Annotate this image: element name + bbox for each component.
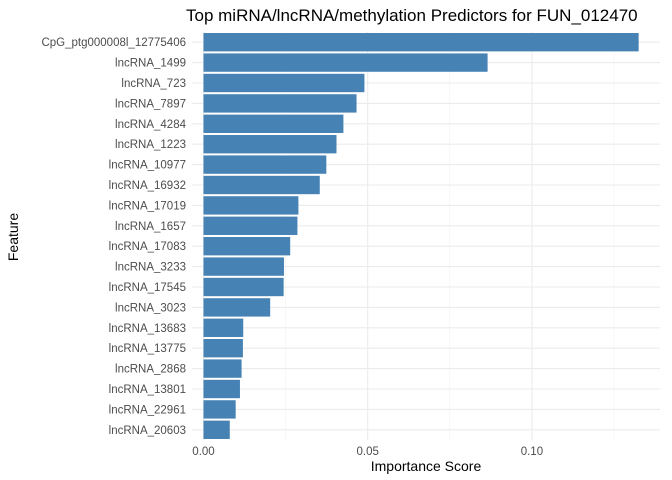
bar <box>203 53 488 72</box>
y-axis-title: Feature <box>5 213 21 261</box>
bar <box>203 298 271 317</box>
x-tick-label: 0.05 <box>357 446 379 458</box>
y-tick-label: lncRNA_3023 <box>115 302 186 314</box>
bar <box>203 318 244 337</box>
bar <box>203 400 236 419</box>
bar <box>203 196 299 215</box>
y-axis-tick-labels: CpG_ptg000008l_12775406 lncRNA_1499 lncRNA… <box>41 37 186 437</box>
x-axis-tick-labels: 0.00 0.05 0.10 <box>192 446 543 458</box>
bar <box>203 135 337 154</box>
bar <box>203 155 327 174</box>
bar <box>203 277 284 297</box>
x-tick-label: 0.00 <box>192 446 214 458</box>
bar <box>203 420 230 439</box>
bar <box>203 359 242 378</box>
bar <box>203 339 243 358</box>
bar <box>203 33 639 52</box>
y-tick-label: lncRNA_13801 <box>109 384 186 396</box>
chart-title: Top miRNA/lncRNA/methylation Predictors … <box>186 6 638 25</box>
bar <box>203 237 291 256</box>
y-tick-label: CpG_ptg000008l_12775406 <box>41 37 186 49</box>
y-tick-label: lncRNA_723 <box>121 78 186 90</box>
x-tick-label: 0.10 <box>521 446 543 458</box>
y-tick-label: lncRNA_4284 <box>115 119 187 131</box>
y-tick-label: lncRNA_7897 <box>115 98 186 110</box>
y-tick-label: lncRNA_1657 <box>115 221 186 233</box>
bar <box>203 379 240 399</box>
y-tick-label: lncRNA_17083 <box>109 241 186 253</box>
grid <box>192 32 660 440</box>
y-tick-label: lncRNA_20603 <box>109 425 186 437</box>
bar <box>203 114 344 133</box>
bar <box>203 94 357 113</box>
bars <box>203 33 639 439</box>
y-tick-label: lncRNA_1499 <box>115 58 186 70</box>
y-tick-label: lncRNA_13683 <box>109 323 186 335</box>
y-tick-label: lncRNA_17019 <box>109 200 186 212</box>
bar <box>203 73 365 93</box>
y-tick-label: lncRNA_17545 <box>109 282 186 294</box>
y-tick-label: lncRNA_1223 <box>115 139 186 151</box>
bar <box>203 257 284 276</box>
y-tick-label: lncRNA_13775 <box>109 343 186 355</box>
x-axis-title: Importance Score <box>371 458 482 474</box>
bar <box>203 175 320 195</box>
y-tick-label: lncRNA_22961 <box>109 404 186 416</box>
y-tick-label: lncRNA_3233 <box>115 262 186 274</box>
y-tick-label: lncRNA_2868 <box>115 364 186 376</box>
bar <box>203 216 298 235</box>
y-tick-label: lncRNA_16932 <box>109 180 186 192</box>
y-tick-label: lncRNA_10977 <box>109 160 186 172</box>
